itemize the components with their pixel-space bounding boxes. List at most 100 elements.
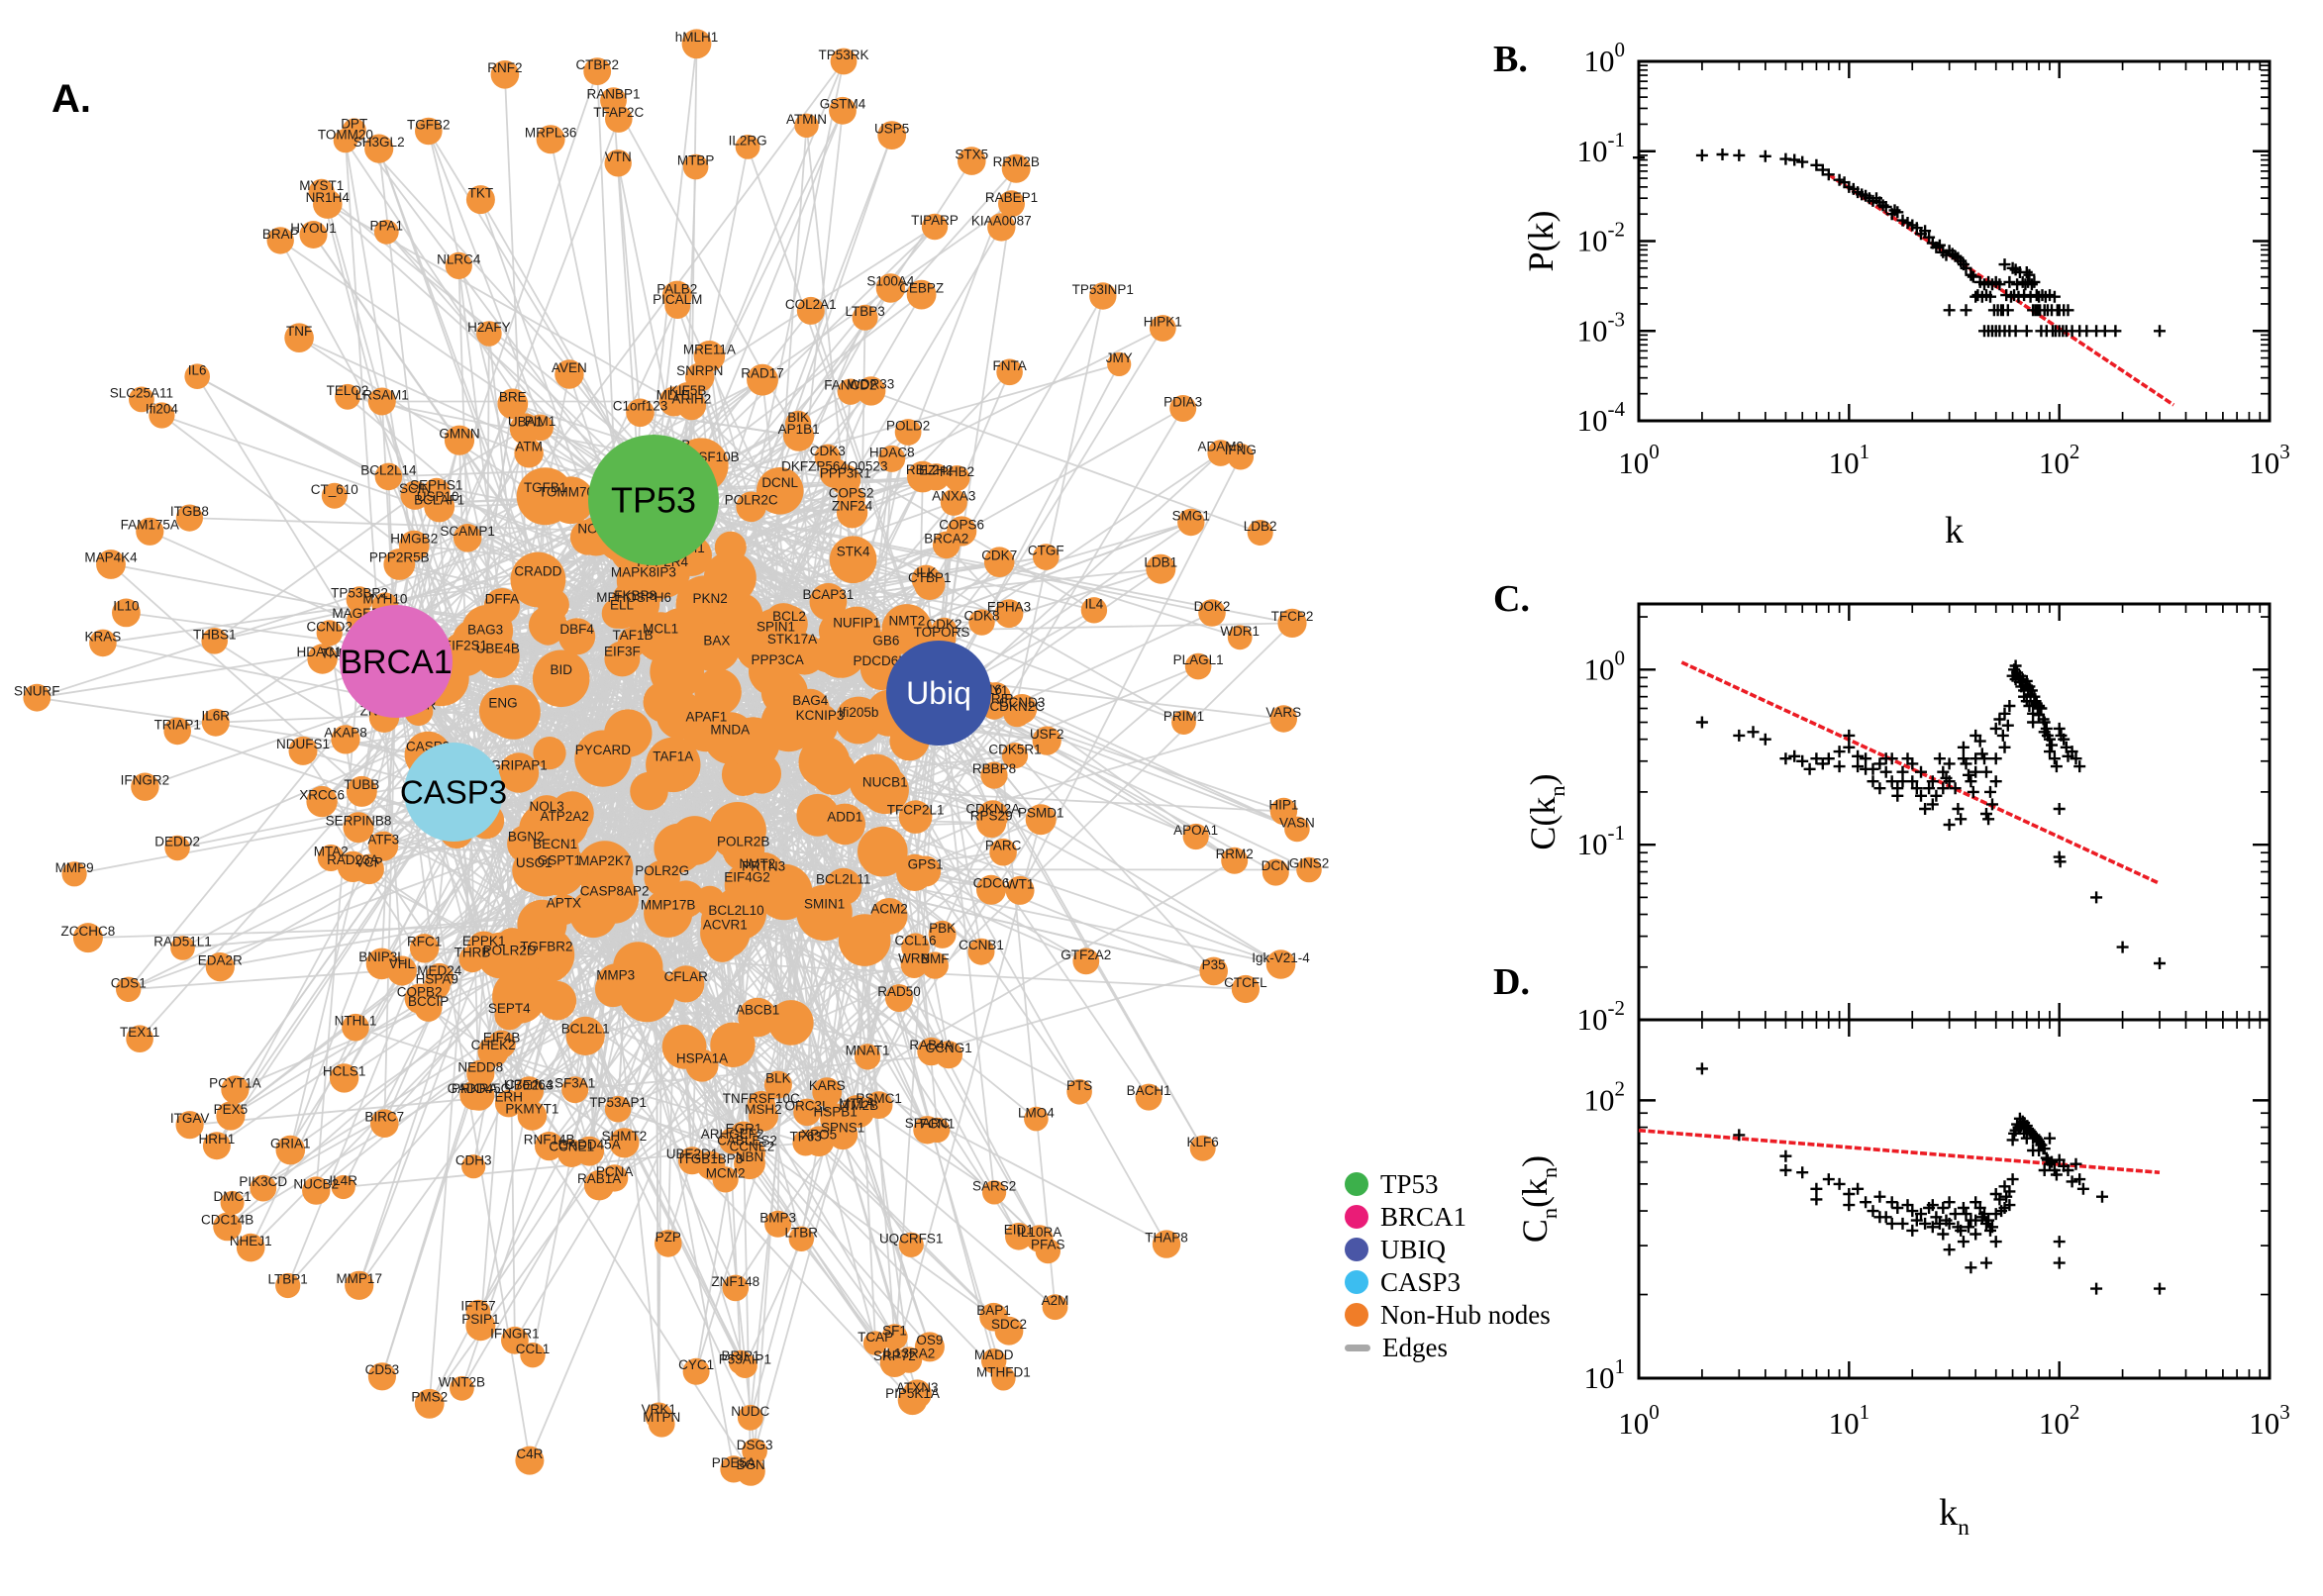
- svg-text:GB6: GB6: [872, 633, 899, 648]
- svg-text:HRH1: HRH1: [199, 1132, 236, 1147]
- svg-text:ARIH2: ARIH2: [672, 391, 712, 406]
- svg-text:BCL2L11: BCL2L11: [816, 872, 870, 887]
- svg-text:CCND2: CCND2: [306, 619, 353, 634]
- svg-text:Igk-V21-4: Igk-V21-4: [1252, 950, 1310, 965]
- svg-text:MPHOSPH6: MPHOSPH6: [596, 590, 671, 605]
- svg-text:EID1: EID1: [1004, 1223, 1034, 1238]
- svg-text:BAP1: BAP1: [976, 1303, 1011, 1318]
- svg-text:ITM2B: ITM2B: [839, 1098, 878, 1113]
- svg-text:IL6: IL6: [188, 362, 207, 377]
- svg-text:BRCA2: BRCA2: [924, 531, 968, 546]
- legend-item-ubiq: UBIQ: [1345, 1234, 1551, 1264]
- svg-text:TP53AP1: TP53AP1: [589, 1095, 647, 1110]
- legend-item-nonhub: Non-Hub nodes: [1345, 1301, 1551, 1328]
- svg-text:PIM1: PIM1: [525, 414, 556, 429]
- svg-text:KRAS: KRAS: [85, 629, 122, 644]
- svg-text:BAG3: BAG3: [467, 623, 503, 638]
- svg-text:CCL1: CCL1: [516, 1342, 551, 1356]
- svg-text:SERPINB8: SERPINB8: [326, 813, 392, 828]
- svg-text:CDK8: CDK8: [963, 609, 999, 624]
- svg-text:TAF1A: TAF1A: [653, 748, 693, 763]
- svg-text:MAPK8IP3: MAPK8IP3: [611, 565, 676, 580]
- svg-text:PKMYT1: PKMYT1: [505, 1102, 558, 1117]
- svg-text:PDE5A: PDE5A: [712, 1455, 756, 1470]
- svg-text:kn: kn: [1939, 1492, 1970, 1541]
- svg-text:TP53BP2: TP53BP2: [331, 586, 388, 601]
- svg-text:GSTM4: GSTM4: [820, 97, 866, 112]
- svg-text:PLAGL1: PLAGL1: [1173, 652, 1224, 667]
- svg-text:CDKN2C: CDKN2C: [989, 699, 1045, 714]
- svg-text:ARHGEF2: ARHGEF2: [701, 1127, 764, 1142]
- svg-text:HSPA1A: HSPA1A: [676, 1051, 728, 1066]
- svg-text:SNRPN: SNRPN: [676, 363, 723, 378]
- svg-text:ANXA3: ANXA3: [932, 488, 975, 503]
- svg-text:PHB2: PHB2: [940, 464, 974, 479]
- svg-text:STK17A: STK17A: [767, 632, 817, 647]
- svg-text:S100A4: S100A4: [866, 274, 915, 289]
- svg-text:EIF4G2: EIF4G2: [724, 870, 770, 885]
- svg-text:SLC25A11: SLC25A11: [110, 386, 173, 401]
- svg-text:LDB2: LDB2: [1244, 519, 1277, 534]
- svg-text:PZP: PZP: [656, 1230, 681, 1245]
- svg-text:BRE: BRE: [499, 390, 527, 405]
- legend-label: CASP3: [1380, 1266, 1462, 1297]
- svg-text:TRIAP1: TRIAP1: [154, 717, 201, 732]
- svg-text:UBA1: UBA1: [508, 415, 543, 430]
- svg-text:PTS: PTS: [1066, 1078, 1092, 1093]
- svg-text:WT1: WT1: [1006, 876, 1035, 891]
- svg-text:ATMIN: ATMIN: [786, 112, 827, 127]
- svg-text:CDS1: CDS1: [111, 975, 147, 990]
- svg-text:CTBP2: CTBP2: [575, 57, 619, 72]
- svg-text:DCNL: DCNL: [761, 475, 798, 490]
- svg-text:GRIPAP1: GRIPAP1: [490, 757, 548, 772]
- svg-text:TCAP: TCAP: [858, 1330, 893, 1345]
- svg-text:CASP8AP2: CASP8AP2: [580, 884, 650, 899]
- svg-text:C7orf64: C7orf64: [505, 1077, 554, 1092]
- svg-text:LRSAM1: LRSAM1: [355, 387, 409, 402]
- svg-text:TNF: TNF: [286, 324, 312, 339]
- svg-text:APOA1: APOA1: [1173, 823, 1218, 838]
- svg-text:UBE2D1: UBE2D1: [666, 1147, 719, 1161]
- svg-text:SF1: SF1: [882, 1323, 907, 1338]
- svg-text:DKFZP564O0523: DKFZP564O0523: [781, 459, 887, 474]
- svg-text:EGR1: EGR1: [726, 1122, 762, 1137]
- svg-text:ZCCHC8: ZCCHC8: [61, 924, 116, 939]
- svg-text:H2AFY: H2AFY: [467, 320, 511, 335]
- svg-text:PFAS: PFAS: [1031, 1238, 1065, 1252]
- svg-text:USO1: USO1: [516, 855, 553, 870]
- svg-text:NMT2: NMT2: [739, 856, 775, 871]
- svg-text:IFT57: IFT57: [460, 1298, 495, 1313]
- svg-text:TKT: TKT: [468, 186, 494, 201]
- svg-text:PSMC1: PSMC1: [856, 1091, 902, 1106]
- svg-text:SEPT4: SEPT4: [488, 1001, 531, 1016]
- legend-label: Edges: [1382, 1332, 1448, 1362]
- svg-text:MCL1: MCL1: [643, 622, 678, 637]
- svg-text:10-1: 10-1: [1577, 821, 1626, 861]
- legend-item-edges: Edges: [1345, 1332, 1551, 1362]
- svg-text:EZH2: EZH2: [919, 463, 954, 478]
- svg-text:WNT2B: WNT2B: [439, 1375, 485, 1390]
- svg-text:BGN: BGN: [736, 1457, 764, 1472]
- hub-node-ubiq: [886, 641, 991, 746]
- svg-text:DOK2: DOK2: [1194, 599, 1231, 614]
- hub-node-casp3: [404, 743, 503, 842]
- svg-text:NMT2: NMT2: [889, 614, 926, 629]
- svg-text:Ifi205b: Ifi205b: [839, 705, 879, 720]
- legend-label: UBIQ: [1380, 1234, 1446, 1264]
- svg-text:TGFB2: TGFB2: [407, 117, 451, 132]
- svg-text:WDR33: WDR33: [848, 377, 894, 392]
- svg-text:ATP2A2: ATP2A2: [540, 809, 588, 824]
- svg-text:MRPL36: MRPL36: [525, 126, 577, 141]
- svg-text:100: 100: [1584, 38, 1626, 78]
- svg-text:POLR2G: POLR2G: [635, 863, 689, 878]
- svg-text:BCAP31: BCAP31: [803, 587, 855, 602]
- svg-text:MTBP: MTBP: [677, 153, 715, 168]
- svg-text:GADD45G: GADD45G: [448, 1081, 512, 1096]
- svg-text:PCNA: PCNA: [596, 1164, 634, 1179]
- svg-text:MYH10: MYH10: [362, 592, 407, 607]
- hub-node-tp53: [588, 435, 719, 565]
- hub-label-brca1: BRCA1: [340, 644, 452, 681]
- svg-text:CDK5R1: CDK5R1: [988, 742, 1041, 756]
- svg-text:103: 103: [2249, 1400, 2290, 1441]
- svg-text:PPA1: PPA1: [370, 219, 404, 234]
